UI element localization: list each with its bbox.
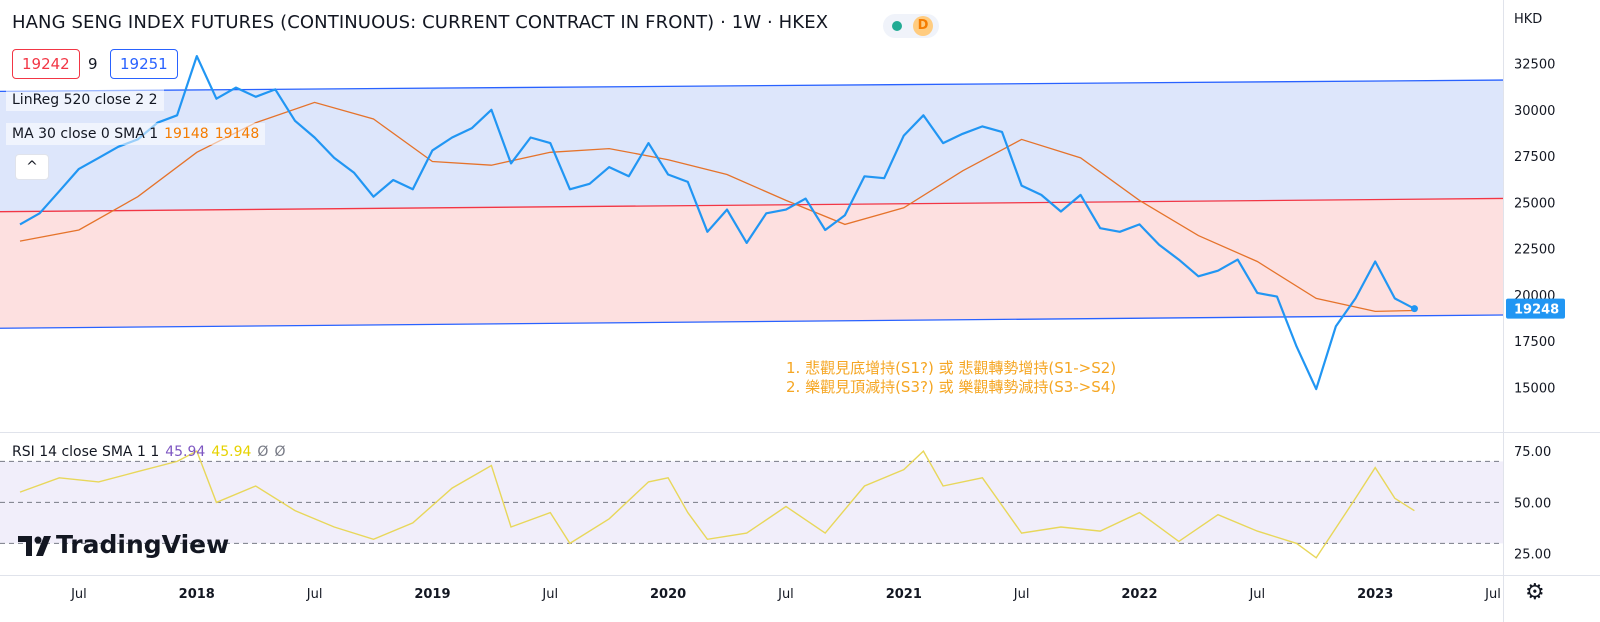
tradingview-logo[interactable]: TradingView xyxy=(18,530,229,559)
price-tick-label: 22500 xyxy=(1514,243,1555,258)
time-tick-label: 2021 xyxy=(886,587,922,602)
gear-icon[interactable]: ⚙ xyxy=(1525,580,1545,605)
time-tick-label: Jul xyxy=(777,587,794,602)
time-tick-label: 2020 xyxy=(650,587,686,602)
legend-ma-value-2: 19148 xyxy=(214,126,260,142)
currency-selector[interactable]: HKD xyxy=(1514,12,1543,27)
price-tick-label: 27500 xyxy=(1514,150,1555,165)
legend-rsi-ma-value: 45.94 xyxy=(211,444,252,460)
price-tick-label: 32500 xyxy=(1514,58,1555,73)
time-tick-label: Jul xyxy=(1484,587,1501,602)
legend-linreg-label: LinReg 520 close 2 2 xyxy=(12,92,158,108)
last-price-dot xyxy=(1410,305,1418,313)
last-price-label: 19248 xyxy=(1514,303,1559,318)
market-status[interactable]: D xyxy=(883,14,939,38)
legend-ma[interactable]: MA 30 close 0 SMA 1 19148 19148 xyxy=(6,123,266,145)
rsi-line xyxy=(19,449,1415,559)
time-tick-label: Jul xyxy=(1013,587,1030,602)
legend-ma-label: MA 30 close 0 SMA 1 xyxy=(12,126,159,142)
linreg-upper-line xyxy=(0,79,1504,93)
price-tick-label: 30000 xyxy=(1514,104,1555,119)
legend-rsi-label: RSI 14 close SMA 1 1 xyxy=(12,444,160,460)
bid-price-button[interactable]: 19242 xyxy=(12,49,80,79)
annotation-line-1: 1. 悲觀見底增持(S1?) 或 悲觀轉勢增持(S1->S2) xyxy=(786,359,1117,377)
last-price-label-bg xyxy=(1506,298,1565,319)
linreg-lower-line xyxy=(0,314,1504,329)
delay-badge: D xyxy=(913,16,933,36)
legend-ma-value: 19148 xyxy=(164,126,209,142)
legend-collapse-button[interactable]: ^ xyxy=(15,154,49,180)
legend-linreg[interactable]: LinReg 520 close 2 2 xyxy=(6,89,164,111)
chart-title: HANG SENG INDEX FUTURES (CONTINUOUS: CUR… xyxy=(12,12,829,33)
spread-value: 9 xyxy=(88,55,98,73)
channel-upper-fill xyxy=(0,80,1503,212)
time-tick-label: 2019 xyxy=(414,587,450,602)
price-tick-label: 15000 xyxy=(1514,381,1555,396)
time-tick-label: 2023 xyxy=(1357,587,1393,602)
time-tick-label: Jul xyxy=(306,587,323,602)
ask-price-button[interactable]: 19251 xyxy=(110,49,178,79)
legend-rsi-na-2: Ø xyxy=(274,444,286,460)
time-tick-label: Jul xyxy=(70,587,87,602)
market-status-dot-icon xyxy=(892,21,902,31)
time-tick-label: 2022 xyxy=(1121,587,1157,602)
rsi-tick-label: 25.00 xyxy=(1514,548,1551,563)
tradingview-mark-icon xyxy=(18,536,51,556)
legend-rsi[interactable]: RSI 14 close SMA 1 1 45.94 45.94 Ø Ø xyxy=(12,444,285,460)
price-line xyxy=(19,55,1415,391)
price-tick-label: 17500 xyxy=(1514,335,1555,350)
legend-rsi-value: 45.94 xyxy=(165,444,206,460)
price-tick-label: 25000 xyxy=(1514,196,1555,211)
time-tick-label: Jul xyxy=(1248,587,1265,602)
channel-lower-fill xyxy=(0,198,1503,329)
logo-text: TradingView xyxy=(56,530,230,559)
ma30-line xyxy=(19,101,1415,313)
legend-rsi-na-1: Ø xyxy=(257,444,269,460)
rsi-tick-label: 50.00 xyxy=(1514,496,1551,511)
time-tick-label: 2018 xyxy=(179,587,215,602)
time-tick-label: Jul xyxy=(541,587,558,602)
annotation-line-2: 2. 樂觀見頂減持(S3?) 或 樂觀轉勢減持(S3->S4) xyxy=(786,378,1117,396)
linreg-middle-line xyxy=(0,197,1504,213)
rsi-tick-label: 75.00 xyxy=(1514,445,1551,460)
chevron-up-icon: ^ xyxy=(26,159,38,175)
